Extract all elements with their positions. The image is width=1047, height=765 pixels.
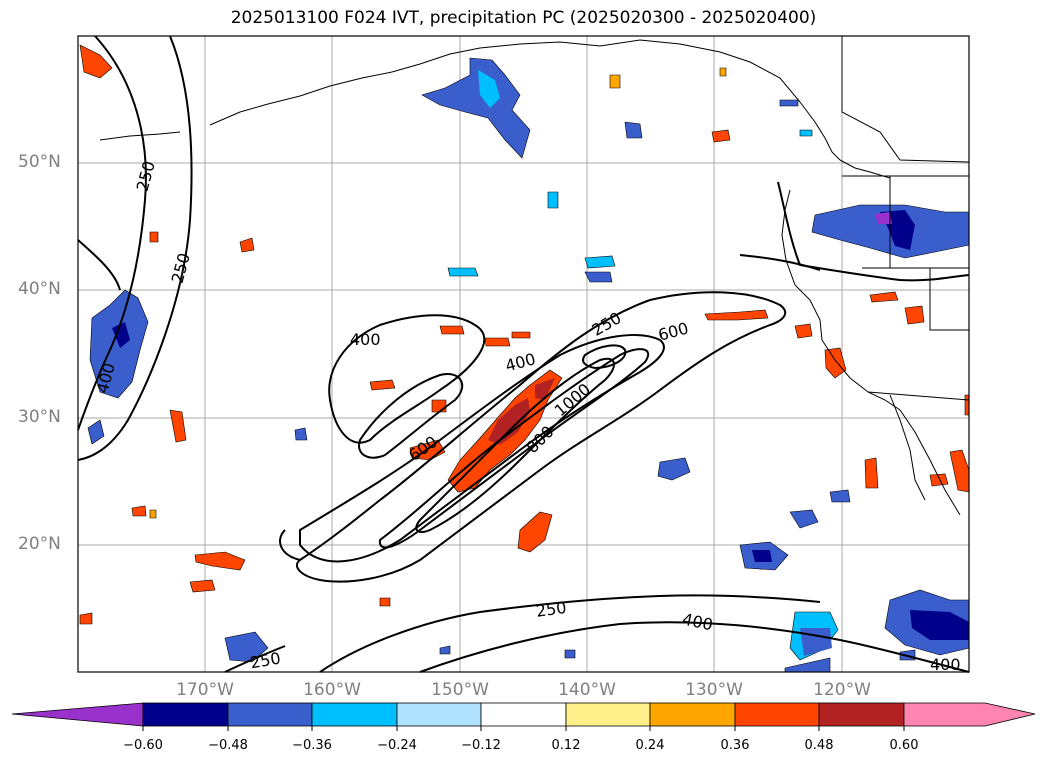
colorbar-tick: −0.12 bbox=[461, 738, 501, 753]
colorbar-tick: 0.12 bbox=[551, 738, 581, 753]
lon-label-150w: 150°W bbox=[431, 680, 489, 700]
colorbar-tick: −0.36 bbox=[292, 738, 332, 753]
colorbar bbox=[11, 702, 1036, 731]
positive-precip-patches bbox=[79, 44, 970, 625]
colorbar-bin bbox=[480, 702, 567, 727]
lon-label-170w: 170°W bbox=[176, 680, 234, 700]
colorbar-tick: 0.24 bbox=[635, 738, 665, 753]
lat-label-40n: 40°N bbox=[18, 279, 61, 299]
coastlines bbox=[99, 36, 970, 516]
colorbar-bin bbox=[142, 702, 229, 727]
lat-label-50n: 50°N bbox=[18, 152, 61, 172]
lon-label-140w: 140°W bbox=[558, 680, 616, 700]
colorbar-tick: 0.48 bbox=[804, 738, 834, 753]
lat-label-20n: 20°N bbox=[18, 534, 61, 554]
colorbar-tick: −0.60 bbox=[123, 738, 163, 753]
colorbar-tick: 0.36 bbox=[720, 738, 750, 753]
lon-label-130w: 130°W bbox=[685, 680, 743, 700]
colorbar-tick: −0.24 bbox=[377, 738, 417, 753]
colorbar-bin bbox=[227, 702, 313, 727]
chart-title: 2025013100 F024 IVT, precipitation PC (2… bbox=[230, 8, 817, 28]
lon-label-160w: 160°W bbox=[303, 680, 361, 700]
colorbar-tick: −0.48 bbox=[208, 738, 248, 753]
colorbar-bin bbox=[565, 702, 651, 727]
colorbar-bin bbox=[734, 702, 820, 727]
contour-label: 400 bbox=[350, 330, 381, 349]
lon-label-120w: 120°W bbox=[813, 680, 871, 700]
colorbar-bin bbox=[649, 702, 736, 727]
colorbar-tick: 0.60 bbox=[889, 738, 919, 753]
contour-label: 250 bbox=[535, 598, 568, 621]
lat-label-30n: 30°N bbox=[18, 407, 61, 427]
map-frame bbox=[77, 35, 970, 673]
colorbar-extend-low bbox=[11, 702, 144, 727]
colorbar-extend-high bbox=[903, 702, 1036, 727]
ivt-contours bbox=[77, 35, 970, 673]
colorbar-bin bbox=[396, 702, 482, 727]
colorbar-bin bbox=[311, 702, 398, 727]
contour-label: 400 bbox=[930, 655, 961, 674]
colorbar-bin bbox=[818, 702, 905, 727]
